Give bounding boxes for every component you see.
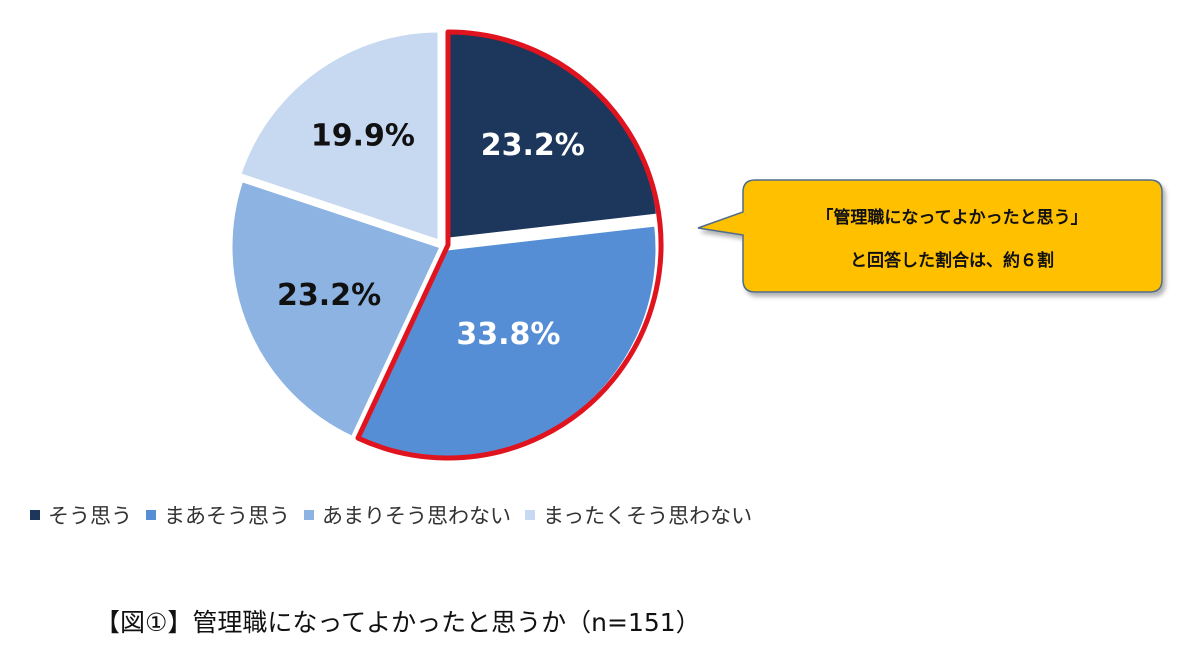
legend-swatch-2	[146, 510, 156, 520]
legend-label-4: まったくそう思わない	[543, 504, 753, 528]
callout: 「管理職になってよかったと思う」 と回答した割合は、約６割	[697, 179, 1163, 293]
legend-label-1: そう思う	[48, 504, 132, 528]
pie-slice-3-value-label: 23.2%	[277, 278, 381, 313]
pie-slice-2-value-label: 33.8%	[456, 317, 560, 352]
callout-box	[697, 179, 1163, 293]
pie-slice-1-value-label: 23.2%	[481, 128, 585, 163]
figure-caption: 【図①】管理職になってよかったと思うか（n=151）	[95, 608, 701, 637]
legend-label-3: あまりそう思わない	[322, 504, 511, 528]
legend-item-2: まあそう思う	[146, 500, 290, 530]
legend-swatch-1	[30, 510, 40, 520]
legend-item-3: あまりそう思わない	[304, 500, 511, 530]
callout-line-1: 「管理職になってよかったと思う」	[816, 207, 1087, 228]
pie-slice-4-value-label: 19.9%	[311, 118, 415, 153]
legend-item-4: まったくそう思わない	[525, 500, 752, 530]
legend-label-2: まあそう思う	[164, 504, 290, 528]
highlight-outline	[355, 29, 664, 461]
legend-swatch-3	[304, 510, 314, 520]
pie-slice-4	[237, 29, 441, 244]
legend-swatch-4	[525, 510, 535, 520]
legend: そう思う まあそう思う あまりそう思わない まったくそう思わない	[30, 500, 752, 530]
callout-line-2: と回答した割合は、約６割	[850, 250, 1054, 271]
legend-item-1: そう思う	[30, 500, 132, 530]
pie-slice-3	[229, 178, 444, 440]
